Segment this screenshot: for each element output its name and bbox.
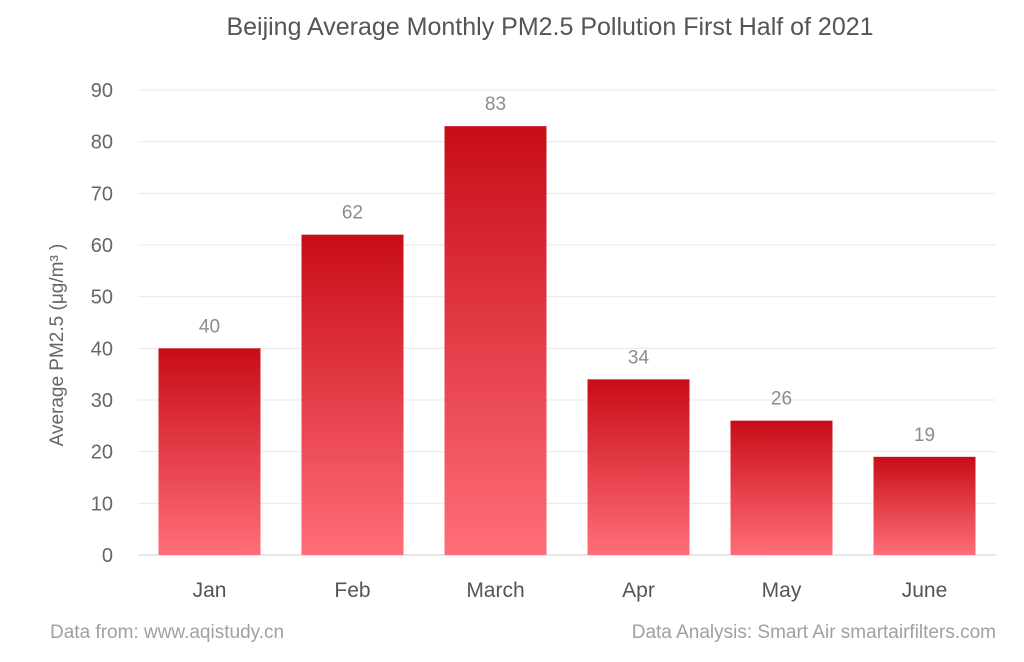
bar xyxy=(444,126,547,556)
y-tick-label: 90 xyxy=(91,80,113,102)
data-labels: 40 62 83 34 26 19 xyxy=(199,94,935,446)
chart-title: Beijing Average Monthly PM2.5 Pollution … xyxy=(226,13,873,41)
data-label: 62 xyxy=(342,203,363,224)
bar xyxy=(730,420,833,555)
x-tick-label: June xyxy=(902,579,948,602)
y-tick-label: 10 xyxy=(91,493,113,515)
footer-source: Data from: www.aqistudy.cn xyxy=(50,622,284,643)
x-tick-label: Apr xyxy=(622,579,655,602)
data-label: 26 xyxy=(771,389,792,410)
bar xyxy=(158,348,261,555)
y-tick-label: 70 xyxy=(91,183,113,205)
x-tick-label: March xyxy=(466,579,524,602)
y-tick-label: 0 xyxy=(102,545,113,567)
y-tick-label: 80 xyxy=(91,132,113,154)
y-tick-label: 50 xyxy=(91,287,113,309)
y-tick-label: 30 xyxy=(91,390,113,412)
data-label: 34 xyxy=(628,347,650,368)
x-axis-categories: Jan Feb March Apr May June xyxy=(193,579,948,602)
data-label: 40 xyxy=(199,316,220,337)
data-label: 19 xyxy=(914,425,935,446)
y-tick-label: 60 xyxy=(91,235,113,257)
bars xyxy=(158,126,976,556)
y-tick-label: 40 xyxy=(91,338,113,360)
x-tick-label: Jan xyxy=(193,579,227,602)
bar xyxy=(587,379,690,555)
gridlines xyxy=(138,89,996,556)
bar xyxy=(873,456,976,555)
x-tick-label: Feb xyxy=(334,579,370,602)
footer-analysis: Data Analysis: Smart Air smartairfilters… xyxy=(632,622,996,643)
y-axis-label: Average PM2.5 (μg/m³ ) xyxy=(47,244,68,447)
bar xyxy=(301,234,404,555)
y-tick-label: 20 xyxy=(91,442,113,464)
data-label: 83 xyxy=(485,94,506,115)
y-axis-ticks: 0 10 20 30 40 50 60 70 80 90 xyxy=(91,80,113,567)
x-tick-label: May xyxy=(762,579,802,602)
